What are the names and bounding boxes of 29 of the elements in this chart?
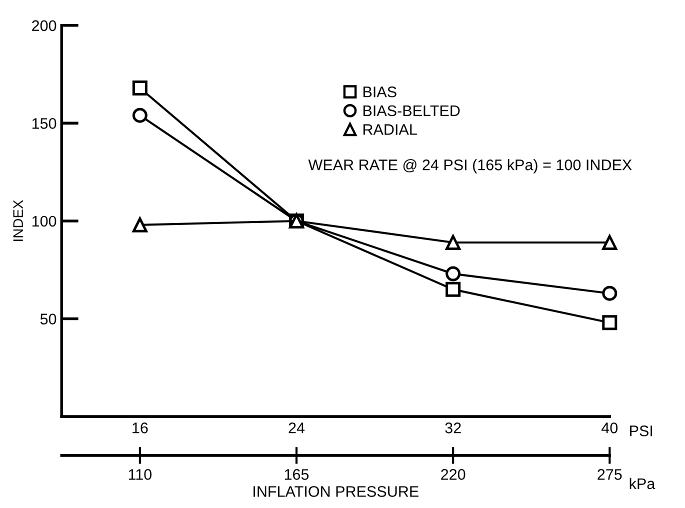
point <box>446 282 461 297</box>
legend-label: BIAS-BELTED <box>363 105 460 116</box>
point <box>602 315 618 330</box>
y-tick-label: 100 <box>32 216 56 227</box>
point <box>602 234 618 250</box>
y-tick-label: 200 <box>32 20 56 32</box>
x-tick-label: 16 <box>132 422 148 434</box>
x-tick-label: 40 <box>602 422 618 434</box>
point <box>132 217 148 232</box>
annotation: WEAR RATE @ 24 PSI (165 kPa) = 100 INDEX <box>308 159 632 174</box>
y-axis-title: INDEX <box>13 200 23 241</box>
x2-tick-label: 110 <box>128 469 152 480</box>
x-tick-label: 32 <box>445 422 461 434</box>
legend-label: BIAS <box>363 86 396 98</box>
x-tick-label: 24 <box>288 422 305 434</box>
x2-tick-label: 220 <box>441 469 466 480</box>
y-tick-label: 50 <box>40 314 56 324</box>
x2-tick-label: 165 <box>284 469 309 480</box>
text: PSI <box>630 425 652 436</box>
point <box>132 80 148 96</box>
point <box>132 108 148 123</box>
point <box>446 234 461 250</box>
legend-label: RADIAL <box>363 124 417 135</box>
x2-tick-label: 275 <box>598 469 622 480</box>
point <box>446 266 461 282</box>
y-tick-label: 150 <box>32 118 56 129</box>
x-axis-title: INFLATION PRESSURE <box>254 486 418 497</box>
point <box>602 286 618 301</box>
text: kPa <box>630 478 656 490</box>
